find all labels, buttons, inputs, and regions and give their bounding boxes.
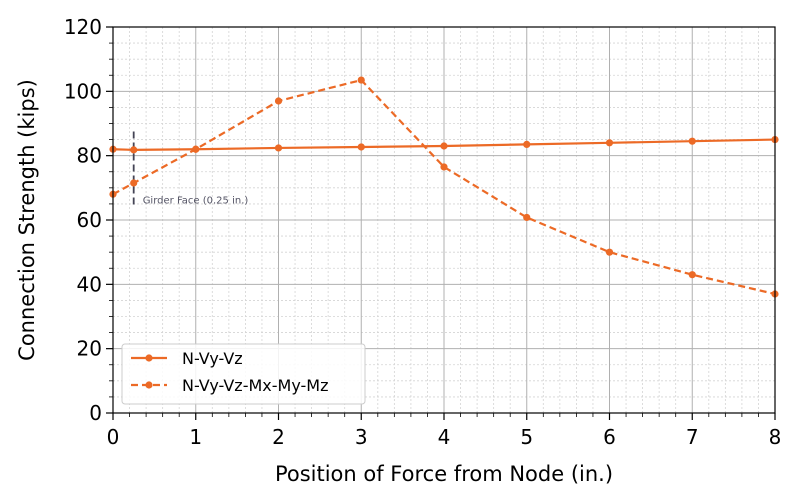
y-tick-label: 100 bbox=[64, 79, 102, 103]
x-tick-label: 4 bbox=[438, 425, 451, 449]
series-line-n-vy-vz-mx-my-mz bbox=[112, 78, 776, 296]
data-point bbox=[523, 140, 531, 149]
x-tick-label: 3 bbox=[355, 425, 368, 449]
data-point bbox=[130, 179, 138, 187]
x-tick-label: 0 bbox=[107, 425, 120, 449]
data-point bbox=[523, 213, 531, 222]
y-tick-label: 80 bbox=[77, 144, 102, 168]
data-point bbox=[605, 248, 614, 256]
data-point bbox=[688, 137, 696, 145]
data-point bbox=[274, 97, 283, 105]
x-tick-label: 1 bbox=[189, 425, 202, 449]
data-point bbox=[357, 76, 365, 84]
y-tick-label: 0 bbox=[89, 401, 102, 425]
x-tick-label: 2 bbox=[272, 425, 285, 449]
data-point bbox=[274, 144, 283, 152]
data-point bbox=[440, 142, 448, 150]
data-point bbox=[130, 146, 138, 154]
x-axis-label: Position of Force from Node (in.) bbox=[275, 462, 613, 486]
legend-label-solid: N-Vy-Vz bbox=[182, 349, 243, 368]
x-tick-label: 6 bbox=[603, 425, 616, 449]
y-tick-label: 120 bbox=[64, 15, 102, 39]
legend-marker-solid bbox=[145, 354, 153, 362]
y-tick-label: 60 bbox=[77, 208, 102, 232]
x-tick-label: 5 bbox=[520, 425, 533, 449]
data-point bbox=[688, 271, 696, 279]
series-line-n-vy-vz bbox=[112, 138, 776, 151]
data-point bbox=[605, 139, 614, 147]
legend-box bbox=[121, 343, 366, 405]
girder-face-label: Girder Face (0.25 in.) bbox=[143, 196, 249, 207]
x-tick-label: 8 bbox=[769, 425, 782, 449]
legend-marker-dashed bbox=[145, 381, 153, 389]
legend-label-dashed: N-Vy-Vz-Mx-My-Mz bbox=[182, 376, 328, 395]
y-tick-label: 20 bbox=[77, 337, 102, 361]
annotation-layer: Girder Face (0.25 in.) bbox=[132, 131, 249, 207]
data-point bbox=[192, 145, 200, 153]
x-tick-label: 7 bbox=[686, 425, 699, 449]
y-axis-label: Connection Strength (kips) bbox=[15, 79, 39, 361]
data-point bbox=[357, 143, 365, 151]
y-tick-label: 40 bbox=[77, 272, 102, 296]
legend: N-Vy-Vz N-Vy-Vz-Mx-My-Mz bbox=[121, 343, 366, 405]
data-point bbox=[440, 163, 448, 171]
